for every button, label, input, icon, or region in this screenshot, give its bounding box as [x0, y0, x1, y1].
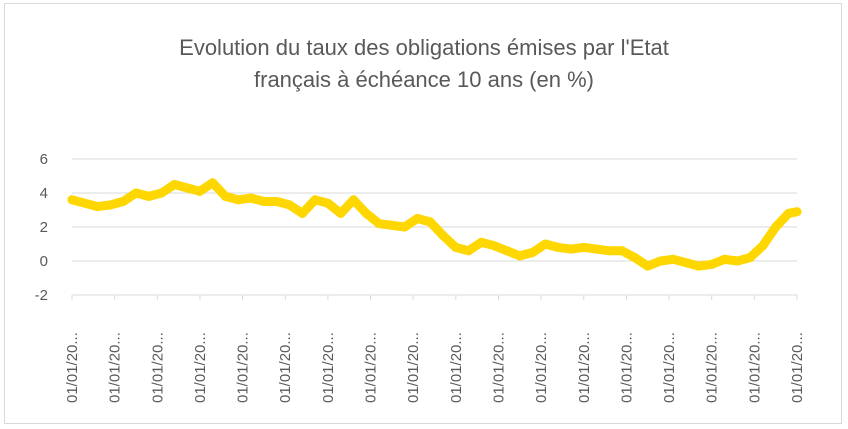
data-point	[783, 208, 793, 218]
data-point	[515, 251, 525, 261]
data-point	[681, 258, 691, 268]
data-point	[489, 241, 499, 251]
series-layer	[67, 178, 802, 271]
data-point	[425, 217, 435, 227]
data-point	[745, 253, 755, 263]
chart-title-line-1: Evolution du taux des obligations émises…	[179, 35, 669, 60]
x-tick-label: 01/01/20...	[320, 332, 337, 403]
data-point	[502, 246, 512, 256]
data-point	[323, 198, 333, 208]
data-point	[285, 200, 294, 210]
data-point	[221, 191, 231, 201]
x-tick-label: 01/01/20...	[618, 332, 635, 403]
x-tick-label: 01/01/20...	[576, 332, 593, 403]
x-tick-label: 01/01/20...	[704, 332, 721, 403]
data-point	[566, 244, 576, 254]
series-line-0	[67, 178, 802, 271]
data-point	[233, 195, 243, 205]
x-tick-label: 01/01/20...	[149, 332, 166, 403]
chart-title: Evolution du taux des obligations émises…	[0, 32, 848, 96]
y-tick-label: 2	[40, 219, 48, 236]
data-point	[617, 246, 627, 256]
data-point	[259, 197, 269, 206]
data-point	[792, 207, 802, 217]
data-point	[592, 244, 602, 254]
x-tick-label: 01/01/20...	[64, 332, 81, 403]
data-point	[246, 193, 256, 203]
y-tick-label: -2	[35, 287, 48, 304]
data-point	[272, 197, 282, 206]
data-point	[182, 183, 192, 193]
data-point	[604, 246, 614, 256]
data-point	[668, 254, 678, 264]
data-point	[348, 195, 358, 205]
data-point	[336, 208, 346, 218]
data-point	[157, 188, 167, 198]
data-point	[374, 219, 384, 229]
data-point	[438, 231, 448, 240]
data-point	[400, 222, 410, 232]
data-point	[169, 180, 179, 189]
data-point	[656, 256, 666, 266]
data-point	[553, 242, 563, 252]
data-point	[118, 197, 128, 206]
data-point	[105, 200, 115, 210]
x-tick-label: 01/01/20...	[490, 332, 507, 403]
x-tick-label: 01/01/20...	[661, 332, 678, 403]
x-tick-label: 01/01/20...	[789, 332, 806, 403]
x-tick-label: 01/01/20...	[277, 332, 294, 403]
x-tick-label: 01/01/20...	[235, 332, 252, 403]
data-point	[144, 191, 154, 201]
y-axis-ticks: 6 4 2 0 -2	[35, 151, 48, 304]
data-point	[579, 242, 589, 252]
chart-frame	[4, 3, 842, 424]
data-point	[387, 220, 397, 230]
data-point	[297, 208, 307, 218]
data-point	[310, 195, 320, 205]
data-point	[643, 261, 653, 271]
x-tick-label: 01/01/20...	[363, 332, 380, 403]
data-point	[67, 195, 77, 205]
data-point	[464, 246, 474, 256]
x-tick-label: 01/01/20...	[533, 332, 550, 403]
data-point	[630, 253, 640, 263]
data-point	[451, 242, 461, 252]
data-point	[361, 208, 371, 218]
data-point	[528, 248, 538, 257]
data-point	[720, 254, 729, 264]
data-point	[758, 241, 768, 251]
data-point	[732, 256, 742, 266]
data-point	[80, 198, 90, 208]
data-point	[195, 186, 205, 196]
x-axis-ticks: 01/01/20... 01/01/20... 01/01/20... 01/01/2…	[64, 295, 806, 403]
data-point	[476, 237, 486, 247]
y-tick-label: 0	[40, 253, 48, 270]
y-tick-label: 6	[40, 151, 48, 168]
x-tick-label: 01/01/20...	[107, 332, 124, 403]
y-tick-label: 4	[40, 185, 48, 202]
data-point	[208, 178, 218, 188]
data-point	[131, 188, 141, 198]
data-point	[412, 214, 422, 223]
x-tick-label: 01/01/20...	[405, 332, 422, 403]
x-tick-label: 01/01/20...	[746, 332, 763, 403]
x-tick-label: 01/01/20...	[192, 332, 209, 403]
data-point	[93, 202, 103, 212]
data-point	[771, 222, 781, 232]
data-point	[707, 259, 717, 269]
x-tick-label: 01/01/20...	[448, 332, 465, 403]
chart-title-line-2: français à échéance 10 ans (en %)	[254, 67, 594, 92]
data-point	[540, 239, 550, 249]
data-point	[694, 261, 704, 271]
